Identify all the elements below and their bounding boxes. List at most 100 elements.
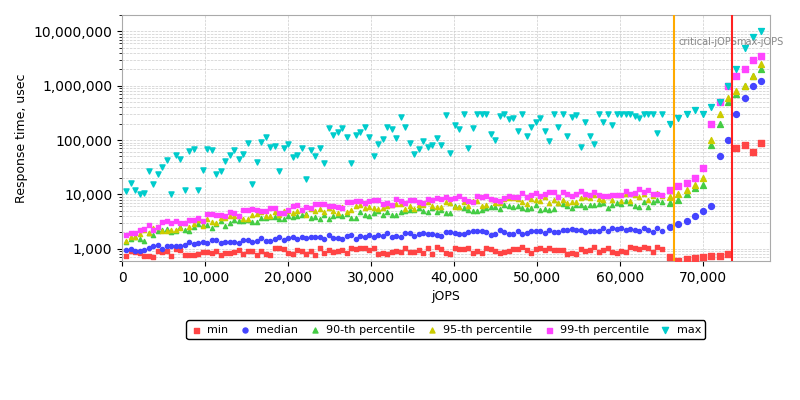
90-th percentile — [246, 219, 258, 225]
min — [201, 249, 214, 256]
max — [246, 181, 258, 187]
max — [165, 191, 178, 198]
min — [314, 245, 326, 252]
99-th percentile — [282, 207, 294, 213]
99-th percentile — [602, 192, 614, 199]
min — [542, 245, 555, 251]
min — [196, 249, 209, 255]
90-th percentile — [268, 213, 281, 220]
max — [282, 140, 294, 147]
min — [619, 249, 632, 256]
median — [125, 246, 138, 252]
95-th percentile — [516, 198, 529, 205]
90-th percentile — [291, 213, 304, 220]
90-th percentile — [300, 211, 313, 218]
95-th percentile — [336, 204, 349, 210]
90-th percentile — [552, 200, 565, 207]
max — [322, 124, 335, 131]
Point — [689, 182, 702, 188]
min — [547, 247, 560, 253]
Point — [714, 153, 726, 160]
99-th percentile — [516, 190, 529, 196]
90-th percentile — [210, 221, 222, 227]
min — [142, 253, 155, 259]
median — [187, 241, 200, 248]
median — [376, 233, 389, 239]
90-th percentile — [650, 197, 663, 203]
95-th percentile — [538, 194, 551, 200]
99-th percentile — [462, 198, 474, 204]
max — [295, 145, 308, 152]
median — [538, 230, 551, 236]
95-th percentile — [453, 203, 466, 210]
min — [237, 250, 250, 257]
95-th percentile — [327, 208, 340, 214]
max — [412, 146, 425, 152]
95-th percentile — [530, 197, 542, 203]
95-th percentile — [125, 234, 138, 240]
95-th percentile — [650, 190, 663, 196]
95-th percentile — [363, 204, 376, 210]
min — [183, 252, 196, 258]
99-th percentile — [250, 207, 263, 214]
min — [506, 245, 519, 252]
min — [484, 246, 497, 252]
Point — [714, 99, 726, 105]
Point — [697, 208, 710, 214]
Point — [680, 187, 693, 193]
median — [300, 235, 313, 242]
95-th percentile — [466, 198, 479, 204]
max — [350, 131, 362, 138]
90-th percentile — [530, 202, 542, 208]
min — [242, 248, 254, 255]
median — [295, 234, 308, 240]
min — [525, 250, 538, 256]
99-th percentile — [494, 197, 506, 204]
max — [214, 168, 227, 174]
Point — [705, 203, 718, 210]
99-th percentile — [506, 194, 519, 200]
90-th percentile — [412, 205, 425, 211]
Point — [738, 94, 751, 101]
90-th percentile — [561, 202, 574, 209]
min — [530, 245, 542, 252]
90-th percentile — [633, 204, 646, 210]
max — [151, 171, 164, 177]
90-th percentile — [408, 206, 421, 213]
max — [525, 124, 538, 130]
99-th percentile — [592, 192, 605, 198]
99-th percentile — [534, 193, 546, 199]
99-th percentile — [192, 215, 205, 221]
90-th percentile — [228, 217, 241, 224]
max — [237, 150, 250, 157]
min — [331, 248, 344, 254]
min — [583, 247, 596, 253]
min — [322, 246, 335, 253]
min — [327, 249, 340, 256]
99-th percentile — [614, 192, 627, 198]
median — [372, 231, 385, 238]
max — [466, 125, 479, 132]
min — [273, 245, 286, 251]
99-th percentile — [566, 193, 578, 199]
min — [480, 244, 493, 251]
Point — [714, 99, 726, 105]
median — [583, 228, 596, 234]
90-th percentile — [602, 204, 614, 211]
99-th percentile — [547, 188, 560, 195]
99-th percentile — [484, 196, 497, 202]
max — [602, 111, 614, 117]
min — [574, 246, 587, 252]
min — [134, 250, 146, 256]
99-th percentile — [430, 195, 443, 201]
Point — [663, 120, 676, 127]
99-th percentile — [390, 196, 402, 202]
max — [633, 115, 646, 122]
95-th percentile — [534, 198, 546, 204]
median — [552, 229, 565, 235]
min — [223, 250, 236, 256]
90-th percentile — [322, 216, 335, 222]
min — [350, 246, 362, 252]
95-th percentile — [183, 224, 196, 230]
99-th percentile — [201, 211, 214, 217]
